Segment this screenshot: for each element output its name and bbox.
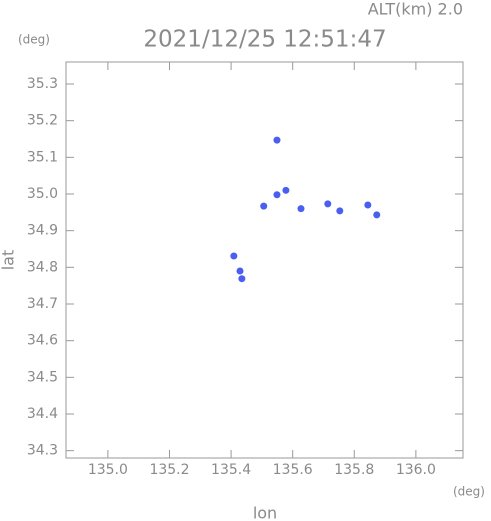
x-unit: (deg)	[453, 485, 485, 499]
y-tick-label: 34.4	[27, 406, 58, 422]
echo-cell	[236, 267, 244, 275]
y-tick-label: 34.7	[27, 296, 58, 312]
altitude-label: ALT(km) 2.0	[368, 0, 463, 19]
echo-cell	[297, 205, 305, 213]
y-tick-label: 35.3	[27, 76, 58, 92]
echo-cell	[273, 136, 281, 144]
x-tick-label: 136.0	[396, 462, 436, 478]
x-tick-label: 135.6	[273, 462, 313, 478]
plot-frame	[65, 61, 464, 459]
y-tick-label: 34.9	[27, 223, 58, 239]
echo-cell	[282, 186, 290, 194]
y-tick-label: 35.2	[27, 113, 58, 129]
y-axis-label: lat	[0, 250, 18, 271]
x-tick-label: 135.0	[88, 462, 128, 478]
echo-cell	[260, 202, 268, 210]
y-unit: (deg)	[18, 33, 50, 47]
x-tick-label: 135.4	[211, 462, 251, 478]
x-tick-label: 135.8	[334, 462, 374, 478]
echo-cell	[238, 275, 246, 283]
y-tick-label: 35.0	[27, 186, 58, 202]
x-axis-label: lon	[253, 504, 277, 521]
y-tick-label: 34.3	[27, 443, 58, 459]
echo-cell	[230, 252, 238, 260]
y-tick-label: 35.1	[27, 149, 58, 165]
y-tick-label: 34.6	[27, 333, 58, 349]
y-tick-label: 34.5	[27, 369, 58, 385]
echo-cell	[273, 191, 281, 199]
chart-title: 2021/12/25 12:51:47	[143, 27, 386, 53]
x-tick-label: 135.2	[149, 462, 189, 478]
echo-cell	[364, 201, 372, 209]
echo-cell	[336, 207, 344, 215]
echo-cell	[324, 200, 332, 208]
echo-cell	[373, 211, 381, 219]
y-tick-label: 34.8	[27, 259, 58, 275]
